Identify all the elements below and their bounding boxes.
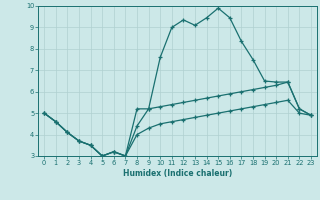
X-axis label: Humidex (Indice chaleur): Humidex (Indice chaleur)	[123, 169, 232, 178]
